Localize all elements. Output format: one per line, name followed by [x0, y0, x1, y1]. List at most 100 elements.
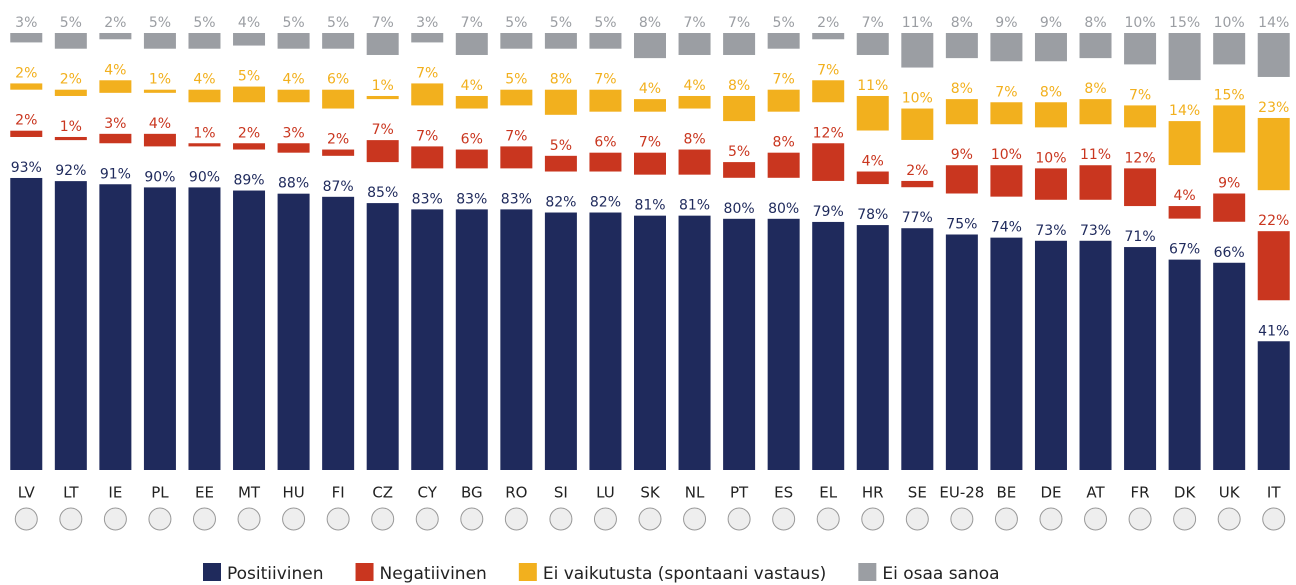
value-label: 5% [238, 69, 260, 85]
bar-segment [1168, 206, 1201, 219]
bar-segment [856, 95, 889, 131]
value-label: 92% [55, 163, 86, 179]
bar-segment [589, 212, 622, 470]
bar-segment [544, 33, 577, 49]
bar-segment [812, 221, 845, 470]
bar-segment [1257, 33, 1290, 77]
value-label: 7% [995, 84, 1017, 100]
bar-segment [544, 155, 577, 172]
bar-segment [634, 99, 666, 112]
value-label: 15% [1214, 87, 1245, 103]
bar-segment [322, 149, 355, 156]
x-tick-label: NL [685, 484, 705, 502]
flag-icon [950, 507, 974, 531]
flag-icon [282, 507, 306, 531]
value-label: 5% [149, 15, 171, 31]
value-label: 81% [634, 198, 665, 214]
legend-swatch [518, 563, 537, 581]
x-tick-label: LU [596, 484, 615, 502]
x-tick-label: HU [282, 484, 304, 502]
bar-segment [455, 209, 488, 470]
bar-segment [54, 89, 87, 96]
bar-segment [188, 33, 221, 49]
value-label: 8% [639, 15, 661, 31]
value-label: 2% [906, 163, 928, 179]
value-label: 8% [1040, 84, 1062, 100]
value-label: 4% [149, 116, 171, 132]
bar-segment [99, 33, 132, 40]
value-label: 67% [1169, 242, 1200, 258]
bar-segment [945, 165, 978, 194]
value-label: 9% [1218, 176, 1240, 192]
bar-segment [233, 86, 266, 103]
bar-segment [589, 152, 622, 172]
value-label: 8% [1084, 81, 1106, 97]
flag-icon [1173, 507, 1197, 531]
value-label: 7% [817, 62, 839, 78]
value-label: 6% [594, 135, 616, 151]
value-label: 4% [461, 78, 483, 94]
flag-icon [1084, 507, 1108, 531]
value-label: 88% [278, 176, 309, 192]
x-tick-label: BG [461, 484, 483, 502]
x-tick-label: DE [1040, 484, 1061, 502]
value-label: 93% [11, 160, 42, 176]
value-label: 2% [15, 113, 37, 129]
x-tick-label: PL [151, 484, 169, 502]
bar-segment [1168, 259, 1201, 470]
flag-icon [192, 507, 216, 531]
value-label: 4% [639, 81, 661, 97]
flag-icon [683, 507, 707, 531]
bar-segment [990, 33, 1023, 62]
bar-segment [411, 83, 444, 106]
bar-segment [143, 33, 176, 49]
value-label: 4% [683, 78, 705, 94]
bar-segment [1124, 168, 1157, 207]
bar-segment [678, 95, 711, 109]
value-label: 4% [104, 62, 126, 78]
flag-icon [148, 507, 172, 531]
value-label: 4% [862, 154, 884, 170]
bar-segment [10, 130, 43, 137]
x-tick-label: FR [1131, 484, 1150, 502]
value-label: 2% [60, 72, 82, 88]
x-tick-label: EL [819, 484, 837, 502]
value-label: 78% [857, 207, 888, 223]
bar-segment [455, 33, 488, 55]
x-tick-label: EU-28 [939, 484, 984, 502]
flag-icon [593, 507, 617, 531]
flag-icon [1217, 507, 1241, 531]
value-label: 3% [104, 116, 126, 132]
x-tick-label: SE [908, 484, 927, 502]
bar-segment [1168, 33, 1201, 81]
bar-segment [1168, 121, 1201, 166]
x-tick-label: HR [862, 484, 884, 502]
flag-icon [1262, 507, 1286, 531]
value-label: 5% [60, 15, 82, 31]
bar-segment [767, 218, 800, 470]
bar-segment [1257, 117, 1290, 191]
bar-segment [277, 89, 310, 103]
bar-segment [945, 234, 978, 470]
value-label: 3% [282, 125, 304, 141]
bar-segment [188, 143, 221, 147]
flag-icon [415, 507, 439, 531]
bar-segment [1124, 33, 1157, 65]
x-tick-label: MT [238, 484, 261, 502]
flag-icon [1039, 507, 1063, 531]
flag-icon [59, 507, 83, 531]
bar-segment [990, 165, 1023, 197]
value-label: 12% [813, 125, 844, 141]
value-label: 10% [1035, 150, 1066, 166]
value-label: 73% [1035, 223, 1066, 239]
value-label: 15% [1169, 15, 1200, 31]
bar-segment [589, 89, 622, 112]
bar-segment [1034, 102, 1067, 128]
value-label: 10% [991, 147, 1022, 163]
value-label: 74% [991, 220, 1022, 236]
value-label: 5% [550, 15, 572, 31]
value-label: 9% [951, 147, 973, 163]
x-tick-label: SI [554, 484, 568, 502]
value-label: 7% [728, 15, 750, 31]
bar-segment [500, 33, 533, 49]
